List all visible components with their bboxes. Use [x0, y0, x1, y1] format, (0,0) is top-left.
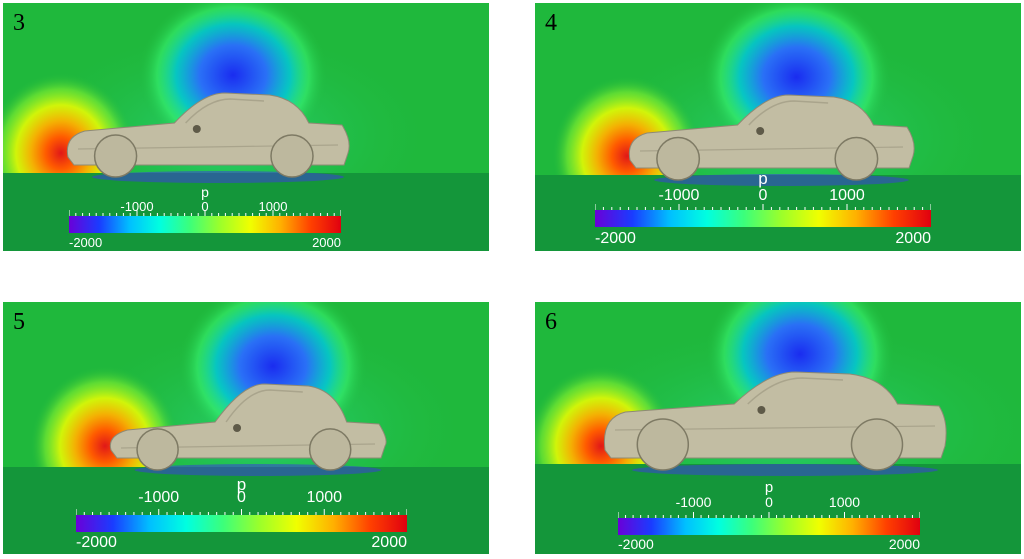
underbody-low-pressure: [654, 174, 909, 186]
colorbar-min-label: -2000: [595, 230, 636, 247]
colorbar-gradient: [618, 518, 920, 535]
colorbar-label-top: 1000: [258, 199, 288, 214]
colorbar-label-top: -1000: [138, 489, 180, 506]
colorbar-label-top: 1000: [306, 489, 343, 506]
colorbar-label-top: -1000: [658, 187, 700, 204]
colorbar-ticks: [76, 509, 407, 515]
pressure-field-image: [535, 302, 1021, 554]
pressure-field-image: [535, 3, 1021, 251]
roof-line: [185, 98, 265, 124]
side-mirror: [756, 127, 765, 135]
colorbar-min-label: -2000: [76, 534, 117, 551]
colorbar-min-label: -2000: [69, 235, 103, 250]
roof-line: [747, 377, 844, 405]
colorbar-label-top: 0: [758, 187, 768, 204]
roof-line: [225, 389, 303, 423]
colorbar-max-label: 2000: [312, 235, 341, 250]
colorbar-ticks: [618, 512, 920, 518]
ground-plane: [535, 464, 1021, 554]
side-mirror: [757, 406, 766, 414]
underbody-low-pressure: [92, 171, 344, 183]
colorbar-ticks: [595, 204, 931, 210]
underbody-low-pressure: [134, 464, 382, 476]
side-mirror: [192, 125, 201, 133]
colorbar-label-top: 1000: [828, 494, 861, 510]
panel-3: 3 p -1000 0 1000 -2000 2000: [3, 3, 489, 251]
colorbar-variable-label: p: [764, 479, 774, 496]
colorbar-gradient: [76, 515, 407, 532]
panel-4: 4 p -1000 0 1000 -2000 2000: [535, 3, 1021, 251]
panel-number: 3: [13, 10, 25, 36]
colorbar-gradient: [69, 216, 341, 233]
side-mirror: [233, 424, 242, 432]
colorbar-label-top: 0: [201, 199, 209, 214]
front-wheel: [93, 134, 138, 178]
colorbar-max-label: 2000: [888, 536, 920, 552]
pressure-field-image: [3, 3, 489, 251]
underbody-low-pressure: [632, 464, 938, 476]
front-wheel: [656, 136, 701, 181]
colorbar-label-top: -1000: [675, 494, 712, 510]
panel-5: 5 p -1000 0 1000 -2000 2000: [3, 302, 489, 554]
colorbar-max-label: 2000: [895, 230, 931, 247]
rear-wheel: [850, 418, 904, 471]
colorbar-label-top: -1000: [120, 199, 154, 214]
colorbar-min-label: -2000: [618, 536, 654, 552]
panel-number: 4: [545, 10, 557, 36]
colorbar-variable-label: p: [201, 184, 209, 200]
panel-6: 6 p -1000 0 1000 -2000 2000: [535, 302, 1021, 554]
colorbar-ticks: [69, 210, 341, 216]
colorbar-variable-label: p: [758, 169, 768, 188]
panel-number: 6: [545, 309, 557, 335]
ground-plane: [3, 173, 489, 251]
colorbar-label-top: 0: [765, 494, 773, 510]
rear-wheel: [270, 134, 314, 178]
colorbar-gradient: [595, 210, 931, 227]
panel-number: 5: [13, 309, 25, 335]
colorbar-label-top: 0: [237, 489, 246, 506]
rear-wheel: [308, 428, 352, 471]
front-wheel: [636, 418, 690, 471]
ground-plane: [3, 467, 489, 554]
front-wheel: [136, 428, 179, 471]
roof-line: [748, 100, 829, 126]
rear-wheel: [834, 136, 879, 181]
colorbar-label-top: 1000: [829, 187, 865, 204]
colorbar-variable-label: p: [236, 475, 247, 494]
colorbar-max-label: 2000: [371, 534, 407, 551]
